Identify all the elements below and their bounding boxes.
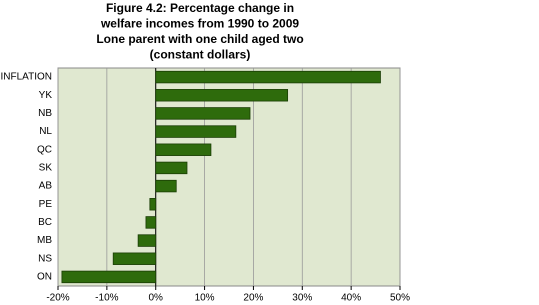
bar	[155, 143, 212, 156]
y-tick-label: NS	[38, 253, 52, 264]
x-tick-label: -10%	[95, 293, 118, 304]
y-tick-label: SK	[39, 163, 53, 174]
x-tick-label: 20%	[243, 293, 263, 304]
bar	[155, 125, 237, 138]
x-tick-label: 0%	[148, 293, 163, 304]
y-tick-label: QC	[37, 144, 52, 155]
y-tick-label: INFLATION	[1, 72, 52, 83]
bar	[112, 252, 157, 265]
y-tick-label: AB	[39, 181, 53, 192]
bar	[145, 216, 157, 229]
bar	[155, 70, 381, 84]
bar	[61, 270, 157, 284]
bar	[155, 161, 188, 175]
y-tick-label: PE	[39, 199, 53, 210]
x-tick-label: 50%	[390, 293, 410, 304]
y-tick-label: NB	[38, 108, 52, 119]
y-tick-label: MB	[37, 235, 52, 246]
chart-title: (constant dollars)	[150, 48, 251, 62]
x-tick-label: 30%	[292, 293, 312, 304]
bar	[137, 234, 157, 247]
bar	[155, 179, 177, 193]
x-tick-label: 40%	[341, 293, 361, 304]
x-tick-label: 10%	[195, 293, 215, 304]
chart-title: Figure 4.2: Percentage change in	[106, 1, 294, 15]
bar	[155, 89, 289, 102]
plot-area	[57, 67, 401, 287]
x-tick-label: -20%	[46, 293, 69, 304]
y-tick-label: YK	[39, 90, 53, 101]
bar	[155, 107, 251, 120]
chart-title: welfare incomes from 1990 to 2009	[100, 17, 299, 31]
y-tick-label: BC	[38, 217, 52, 228]
chart-title: Lone parent with one child aged two	[96, 32, 303, 46]
y-tick-label: NL	[39, 126, 52, 137]
y-tick-label: ON	[37, 272, 52, 283]
bar	[149, 198, 157, 211]
